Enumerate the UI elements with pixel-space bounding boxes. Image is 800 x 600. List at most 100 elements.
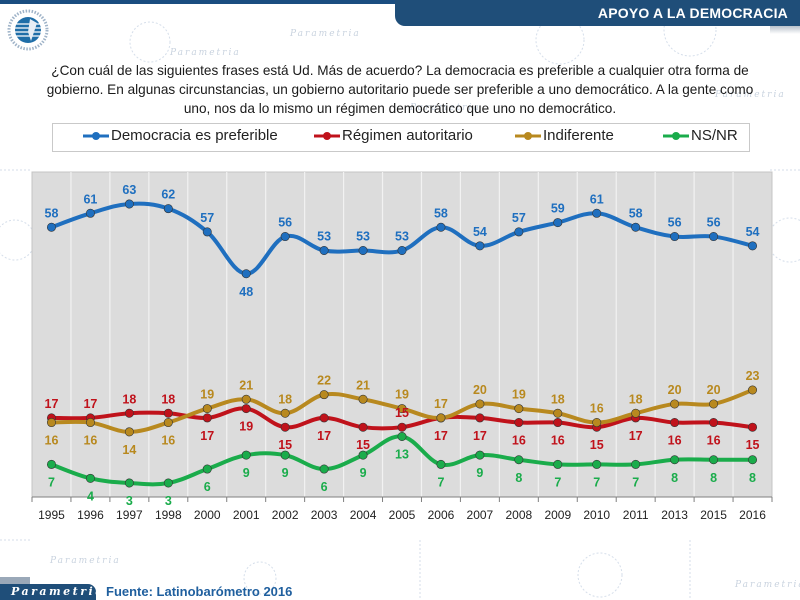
data-label-democracia: 54: [473, 225, 487, 239]
data-point-nsnr: [670, 455, 680, 465]
data-label-autoritario: 17: [473, 429, 487, 443]
data-point-autoritario: [553, 418, 563, 428]
data-label-nsnr: 9: [243, 466, 250, 480]
x-tick-label: 1997: [116, 508, 143, 522]
data-label-democracia: 59: [551, 202, 565, 216]
data-point-indiferente: [553, 408, 563, 418]
data-point-democracia: [397, 246, 407, 256]
data-label-indiferente: 19: [395, 388, 409, 402]
data-point-democracia: [553, 218, 563, 228]
data-point-autoritario: [397, 422, 407, 432]
data-label-nsnr: 4: [87, 489, 94, 503]
data-point-autoritario: [475, 413, 485, 423]
data-point-democracia: [241, 269, 251, 279]
legend-marker-icon: [83, 131, 109, 140]
data-point-democracia: [475, 241, 485, 251]
data-point-democracia: [436, 222, 446, 232]
data-point-indiferente: [46, 418, 56, 428]
data-point-nsnr: [631, 459, 641, 469]
data-label-democracia: 48: [239, 285, 253, 299]
data-label-indiferente: 20: [707, 383, 721, 397]
data-label-nsnr: 7: [48, 475, 55, 489]
data-point-democracia: [514, 227, 524, 237]
data-label-democracia: 54: [746, 225, 760, 239]
data-point-democracia: [670, 232, 680, 242]
data-point-nsnr: [475, 450, 485, 460]
data-label-nsnr: 6: [321, 480, 328, 494]
data-label-democracia: 56: [668, 216, 682, 230]
data-point-autoritario: [202, 413, 212, 423]
svg-text:Parametria: Parametria: [169, 48, 241, 58]
data-label-democracia: 57: [512, 211, 526, 225]
data-point-nsnr: [241, 450, 251, 460]
data-label-democracia: 61: [590, 192, 604, 206]
data-point-indiferente: [631, 408, 641, 418]
data-point-autoritario: [709, 418, 719, 428]
data-point-nsnr: [553, 459, 563, 469]
data-point-indiferente: [202, 404, 212, 414]
data-label-nsnr: 8: [749, 471, 756, 485]
header-shadow: [770, 26, 800, 34]
data-point-indiferente: [709, 399, 719, 409]
data-point-indiferente: [280, 408, 290, 418]
x-tick-label: 2013: [661, 508, 688, 522]
plot-area: [31, 171, 773, 498]
data-point-democracia: [163, 204, 173, 214]
data-point-nsnr: [85, 473, 95, 483]
data-label-autoritario: 16: [707, 434, 721, 448]
data-point-nsnr: [202, 464, 212, 474]
data-label-democracia: 61: [83, 192, 97, 206]
data-point-indiferente: [436, 413, 446, 423]
legend-item-indiferente: Indiferente: [515, 127, 614, 144]
x-tick-label: 1996: [77, 508, 104, 522]
data-label-nsnr: 7: [593, 475, 600, 489]
data-point-autoritario: [241, 404, 251, 414]
data-label-democracia: 53: [317, 230, 331, 244]
data-point-democracia: [592, 208, 602, 218]
data-label-indiferente: 21: [356, 378, 370, 392]
svg-text:Parametria: Parametria: [734, 580, 800, 590]
data-point-democracia: [202, 227, 212, 237]
data-point-indiferente: [163, 418, 173, 428]
data-label-democracia: 57: [200, 211, 214, 225]
legend-label: Régimen autoritario: [342, 127, 473, 144]
data-point-democracia: [280, 232, 290, 242]
svg-text:Parametria: Parametria: [714, 90, 786, 100]
data-label-indiferente: 17: [434, 397, 448, 411]
chart-legend: Democracia es preferible Régimen autorit…: [52, 123, 750, 152]
data-label-indiferente: 16: [590, 402, 604, 416]
data-label-nsnr: 7: [437, 475, 444, 489]
data-label-indiferente: 21: [239, 378, 253, 392]
svg-text:Parametria: Parametria: [289, 29, 361, 39]
x-tick-label: 2004: [350, 508, 377, 522]
data-point-nsnr: [163, 478, 173, 488]
data-point-nsnr: [397, 431, 407, 441]
legend-item-nsnr: NS/NR: [663, 127, 738, 144]
x-tick-label: 2002: [272, 508, 299, 522]
data-label-democracia: 63: [122, 183, 136, 197]
data-point-nsnr: [436, 459, 446, 469]
data-point-nsnr: [514, 455, 524, 465]
data-label-nsnr: 8: [515, 471, 522, 485]
data-label-indiferente: 16: [45, 434, 59, 448]
data-label-nsnr: 9: [476, 466, 483, 480]
data-point-indiferente: [358, 394, 368, 404]
x-tick-label: 2003: [311, 508, 338, 522]
data-label-nsnr: 9: [360, 466, 367, 480]
data-point-indiferente: [592, 418, 602, 428]
svg-text:Parametria: Parametria: [409, 103, 481, 113]
data-label-autoritario: 17: [629, 429, 643, 443]
data-label-nsnr: 3: [165, 494, 172, 508]
data-label-indiferente: 19: [512, 388, 526, 402]
x-tick-label: 2009: [544, 508, 571, 522]
parametria-logo: Parametria: [11, 585, 105, 598]
data-point-indiferente: [85, 418, 95, 428]
data-label-democracia: 58: [45, 206, 59, 220]
data-label-autoritario: 16: [512, 434, 526, 448]
data-point-democracia: [319, 246, 329, 256]
x-tick-label: 2007: [467, 508, 494, 522]
data-label-nsnr: 7: [632, 475, 639, 489]
data-point-autoritario: [514, 418, 524, 428]
x-tick-label: 2015: [700, 508, 727, 522]
